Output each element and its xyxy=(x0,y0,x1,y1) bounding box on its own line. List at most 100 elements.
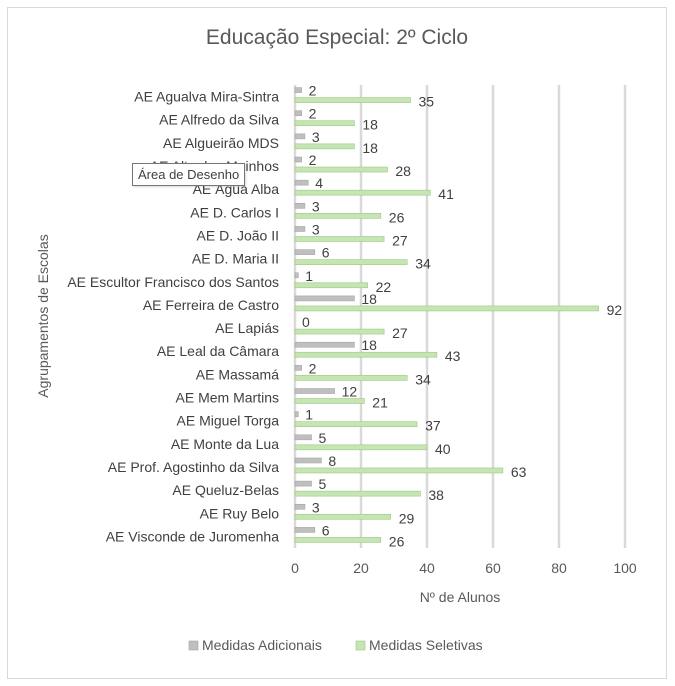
bar-medidas-adicionais xyxy=(294,411,299,417)
data-label-medidas-seletivas: 63 xyxy=(511,464,527,480)
data-label-medidas-seletivas: 27 xyxy=(392,232,408,248)
bar-medidas-adicionais xyxy=(294,527,316,533)
bar-medidas-adicionais xyxy=(294,388,335,394)
bar-medidas-seletivas xyxy=(294,351,438,358)
data-label-medidas-adicionais: 3 xyxy=(312,499,320,515)
data-label-medidas-adicionais: 2 xyxy=(309,360,317,376)
x-tick-label-100: 100 xyxy=(613,560,637,576)
bar-medidas-seletivas xyxy=(294,236,385,242)
data-label-medidas-adicionais: 5 xyxy=(319,476,327,492)
legend-swatch-medidas-seletivas xyxy=(355,640,366,651)
data-label-medidas-adicionais: 3 xyxy=(312,129,320,145)
data-label-medidas-seletivas: 28 xyxy=(395,163,411,179)
bar-medidas-adicionais xyxy=(294,226,306,232)
category-label: AE Leal da Câmara xyxy=(157,343,279,359)
data-label-medidas-adicionais: 5 xyxy=(319,430,327,446)
bar-medidas-adicionais xyxy=(294,249,316,255)
category-label: AE Agualva Mira-Sintra xyxy=(134,89,279,105)
data-label-medidas-seletivas: 26 xyxy=(389,533,405,549)
bar-medidas-adicionais xyxy=(294,110,302,117)
bar-medidas-seletivas xyxy=(294,398,365,404)
bar-medidas-seletivas xyxy=(294,97,411,103)
data-label-medidas-adicionais: 2 xyxy=(309,83,317,99)
data-label-medidas-adicionais: 18 xyxy=(361,291,377,307)
category-label: AE Monte da Lua xyxy=(171,436,279,452)
data-label-medidas-adicionais: 1 xyxy=(305,268,313,284)
data-label-medidas-adicionais: 18 xyxy=(361,337,377,353)
bar-medidas-adicionais xyxy=(294,156,302,163)
data-label-medidas-adicionais: 1 xyxy=(305,407,313,423)
x-tick-label-60: 60 xyxy=(485,560,501,576)
legend-label-medidas-seletivas: Medidas Seletivas xyxy=(369,637,483,653)
data-label-medidas-seletivas: 38 xyxy=(428,487,444,503)
bar-medidas-adicionais xyxy=(294,87,302,93)
bar-medidas-adicionais xyxy=(294,341,355,348)
bar-medidas-seletivas xyxy=(294,189,431,196)
data-label-medidas-adicionais: 6 xyxy=(322,522,330,538)
category-label: AE D. Maria II xyxy=(192,251,279,267)
data-label-medidas-seletivas: 18 xyxy=(362,117,378,133)
data-label-medidas-seletivas: 92 xyxy=(607,302,623,318)
data-label-medidas-seletivas: 35 xyxy=(419,94,435,110)
category-label: AE D. João II xyxy=(197,227,279,243)
bar-medidas-seletivas xyxy=(294,444,428,451)
data-label-medidas-seletivas: 27 xyxy=(392,325,408,341)
bar-medidas-adicionais xyxy=(294,295,355,302)
bar-medidas-seletivas xyxy=(294,213,382,219)
bar-medidas-seletivas xyxy=(294,537,382,543)
bar-medidas-seletivas xyxy=(294,259,408,265)
data-label-medidas-seletivas: 34 xyxy=(415,256,431,272)
data-label-medidas-seletivas: 40 xyxy=(435,441,451,457)
bar-medidas-adicionais xyxy=(294,434,312,441)
legend-swatch-medidas-adicionais xyxy=(188,640,199,651)
bar-medidas-adicionais xyxy=(294,480,312,487)
data-label-medidas-seletivas: 21 xyxy=(372,395,388,411)
data-label-medidas-seletivas: 29 xyxy=(399,510,415,526)
bar-medidas-seletivas xyxy=(294,305,599,312)
category-label: AE Massamá xyxy=(196,366,279,382)
data-label-medidas-seletivas: 34 xyxy=(415,371,431,387)
bar-medidas-adicionais xyxy=(294,272,299,279)
tooltip: Área de Desenho xyxy=(132,163,246,186)
data-label-medidas-adicionais: 2 xyxy=(309,106,317,122)
category-label: AE Ruy Belo xyxy=(200,505,280,521)
x-tick-label-80: 80 xyxy=(551,560,567,576)
category-label: AE D. Carlos I xyxy=(190,204,279,220)
bar-medidas-seletivas xyxy=(294,166,388,173)
legend-label-medidas-adicionais: Medidas Adicionais xyxy=(202,637,322,653)
x-axis-label: Nº de Alunos xyxy=(420,589,501,605)
data-label-medidas-seletivas: 43 xyxy=(445,348,461,364)
bar-medidas-seletivas xyxy=(294,375,408,381)
data-label-medidas-adicionais: 8 xyxy=(328,453,336,469)
bar-medidas-seletivas xyxy=(294,328,385,335)
bar-medidas-seletivas xyxy=(294,490,421,497)
bar-medidas-seletivas xyxy=(294,421,418,427)
category-label: AE Algueirão MDS xyxy=(163,135,279,151)
data-label-medidas-seletivas: 37 xyxy=(425,418,441,434)
category-label: AE Ferreira de Castro xyxy=(143,297,279,313)
category-label: AE Queluz-Belas xyxy=(172,482,279,498)
data-label-medidas-adicionais: 6 xyxy=(322,245,330,261)
category-label: AE Mem Martins xyxy=(176,390,279,406)
data-label-medidas-seletivas: 26 xyxy=(389,209,405,225)
category-label: AE Alfredo da Silva xyxy=(159,112,279,128)
category-label: AE Miguel Torga xyxy=(177,413,280,429)
y-axis-label: Agrupamentos de Escolas xyxy=(35,234,51,397)
bar-medidas-adicionais xyxy=(294,503,306,510)
bar-medidas-seletivas xyxy=(294,282,368,289)
bar-medidas-seletivas xyxy=(294,467,504,474)
x-tick-label-40: 40 xyxy=(419,560,435,576)
bar-medidas-seletivas xyxy=(294,143,355,150)
x-tick-label-20: 20 xyxy=(353,560,369,576)
bar-medidas-adicionais xyxy=(294,457,322,464)
data-label-medidas-adicionais: 0 xyxy=(302,314,310,330)
bar-medidas-seletivas xyxy=(294,120,355,127)
x-tick-label-0: 0 xyxy=(291,560,299,576)
data-label-medidas-seletivas: 18 xyxy=(362,140,378,156)
bar-medidas-adicionais xyxy=(294,179,309,186)
data-label-medidas-seletivas: 41 xyxy=(438,186,454,202)
data-label-medidas-adicionais: 2 xyxy=(309,152,317,168)
bar-medidas-seletivas xyxy=(294,513,391,520)
category-label: AE Prof. Agostinho da Silva xyxy=(108,459,279,475)
